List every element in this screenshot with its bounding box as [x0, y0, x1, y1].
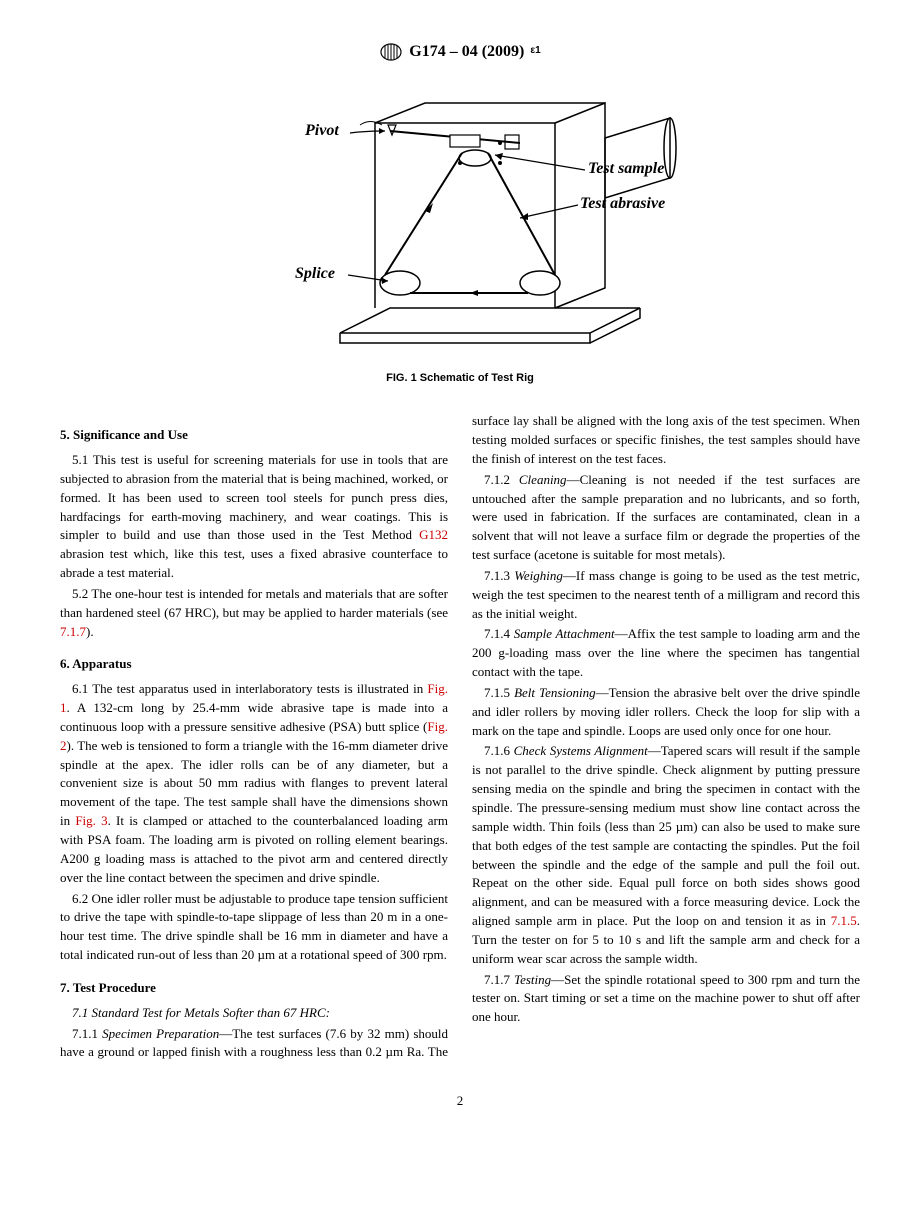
epsilon-superscript: ε1 [530, 44, 540, 59]
test-rig-schematic: Pivot Splice Test sample Test abrasive [210, 83, 710, 363]
section-5-heading: 5. Significance and Use [60, 426, 448, 445]
para-7-1-6: 7.1.6 Check Systems Alignment—Tapered sc… [472, 742, 860, 968]
svg-text:Test sample: Test sample [588, 160, 664, 177]
svg-text:Splice: Splice [295, 265, 335, 282]
para-7-1-5: 7.1.5 Belt Tensioning—Tension the abrasi… [472, 684, 860, 741]
link-7-1-5[interactable]: 7.1.5 [831, 913, 857, 928]
figure-1: Pivot Splice Test sample Test abrasive F… [60, 83, 860, 387]
section-7-heading: 7. Test Procedure [60, 979, 448, 998]
svg-text:Test abrasive: Test abrasive [580, 195, 665, 212]
para-7-1-4: 7.1.4 Sample Attachment—Affix the test s… [472, 625, 860, 682]
svg-text:Pivot: Pivot [304, 122, 339, 139]
figure-caption: FIG. 1 Schematic of Test Rig [60, 371, 860, 387]
para-6-2: 6.2 One idler roller must be adjustable … [60, 890, 448, 965]
link-fig3[interactable]: Fig. 3 [75, 813, 107, 828]
para-7-1-3: 7.1.3 Weighing—If mass change is going t… [472, 567, 860, 624]
para-7-1-7: 7.1.7 Testing—Set the spindle rotational… [472, 971, 860, 1028]
page-number: 2 [60, 1092, 860, 1111]
link-7-1-7[interactable]: 7.1.7 [60, 624, 86, 639]
designation-text: G174 – 04 (2009) [409, 40, 524, 63]
section-6-heading: 6. Apparatus [60, 655, 448, 674]
document-header: G174 – 04 (2009) ε1 [60, 40, 860, 63]
astm-logo [379, 42, 403, 62]
para-5-1: 5.1 This test is useful for screening ma… [60, 451, 448, 583]
para-7-1-2: 7.1.2 Cleaning—Cleaning is not needed if… [472, 471, 860, 565]
para-5-2: 5.2 The one-hour test is intended for me… [60, 585, 448, 642]
para-7-1: 7.1 Standard Test for Metals Softer than… [60, 1004, 448, 1023]
para-6-1: 6.1 The test apparatus used in interlabo… [60, 680, 448, 887]
body-content: 5. Significance and Use 5.1 This test is… [60, 412, 860, 1062]
link-g132[interactable]: G132 [419, 527, 448, 542]
